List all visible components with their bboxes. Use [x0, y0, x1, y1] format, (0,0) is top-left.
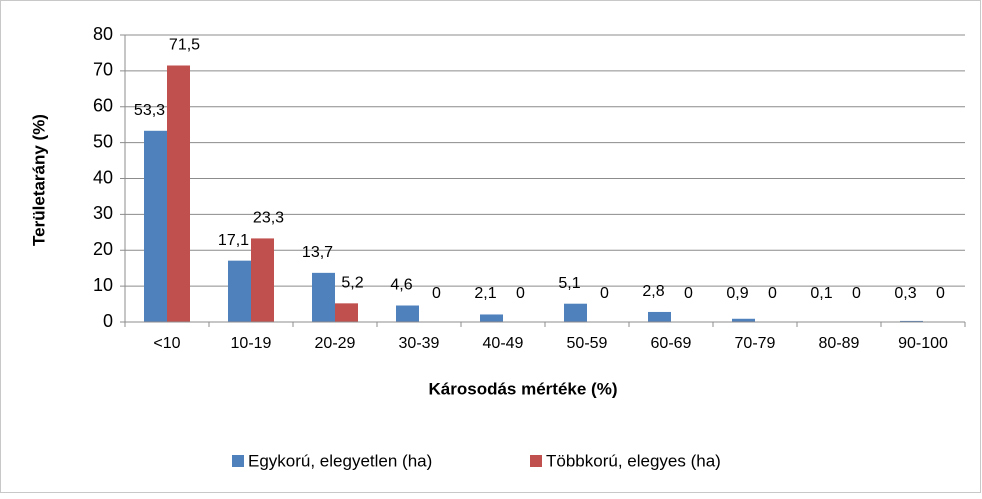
bar	[251, 238, 274, 322]
y-axis-title: Területarány (%)	[29, 114, 48, 246]
data-label: 0	[600, 285, 609, 302]
y-tick-label: 30	[93, 203, 113, 223]
data-label: 0,9	[726, 285, 748, 302]
bar	[480, 314, 503, 322]
data-label: 5,2	[341, 275, 363, 292]
y-tick-label: 60	[93, 96, 113, 116]
data-label: 2,1	[474, 285, 496, 302]
legend-label: Egykorú, elegyetlen (ha)	[248, 451, 432, 470]
x-tick-label: 30-39	[399, 335, 440, 352]
y-tick-label: 20	[93, 239, 113, 259]
bar	[648, 312, 671, 322]
x-tick-label: 90-100	[898, 335, 948, 352]
bar	[335, 303, 358, 322]
data-label: 0	[768, 285, 777, 302]
data-label: 0	[852, 285, 861, 302]
legend-swatch	[232, 455, 244, 467]
legend-swatch	[530, 455, 542, 467]
data-label: 0,3	[894, 285, 916, 302]
data-label: 0	[684, 285, 693, 302]
y-tick-label: 80	[93, 24, 113, 44]
x-tick-label: 40-49	[483, 335, 524, 352]
x-axis-title: Károsodás mértéke (%)	[429, 379, 618, 398]
data-label: 23,3	[253, 210, 284, 227]
x-tick-label: 10-19	[231, 335, 272, 352]
bar	[396, 305, 419, 322]
y-tick-label: 10	[93, 275, 113, 295]
data-label: 5,1	[558, 275, 580, 292]
data-label: 0	[936, 285, 945, 302]
x-tick-label: 50-59	[567, 335, 608, 352]
data-label: 2,8	[642, 283, 664, 300]
x-tick-label: 70-79	[735, 335, 776, 352]
y-tick-label: 50	[93, 131, 113, 151]
bar	[312, 273, 335, 322]
data-label: 71,5	[169, 37, 200, 54]
x-tick-label: 60-69	[651, 335, 692, 352]
data-label: 0,1	[810, 285, 832, 302]
data-label: 17,1	[218, 232, 249, 249]
bar	[144, 131, 167, 322]
data-label: 53,3	[134, 102, 165, 119]
bar	[167, 65, 190, 322]
x-tick-label: <10	[153, 335, 180, 352]
bar	[564, 304, 587, 322]
legend-label: Többkorú, elegyes (ha)	[546, 451, 721, 470]
y-tick-label: 40	[93, 167, 113, 187]
y-tick-label: 70	[93, 60, 113, 80]
data-label: 0	[432, 285, 441, 302]
bar	[228, 261, 251, 322]
data-label: 0	[516, 285, 525, 302]
x-tick-label: 20-29	[315, 335, 356, 352]
y-tick-label: 0	[103, 311, 113, 331]
data-label: 4,6	[390, 277, 412, 294]
data-label: 13,7	[302, 244, 333, 261]
x-tick-label: 80-89	[819, 335, 860, 352]
